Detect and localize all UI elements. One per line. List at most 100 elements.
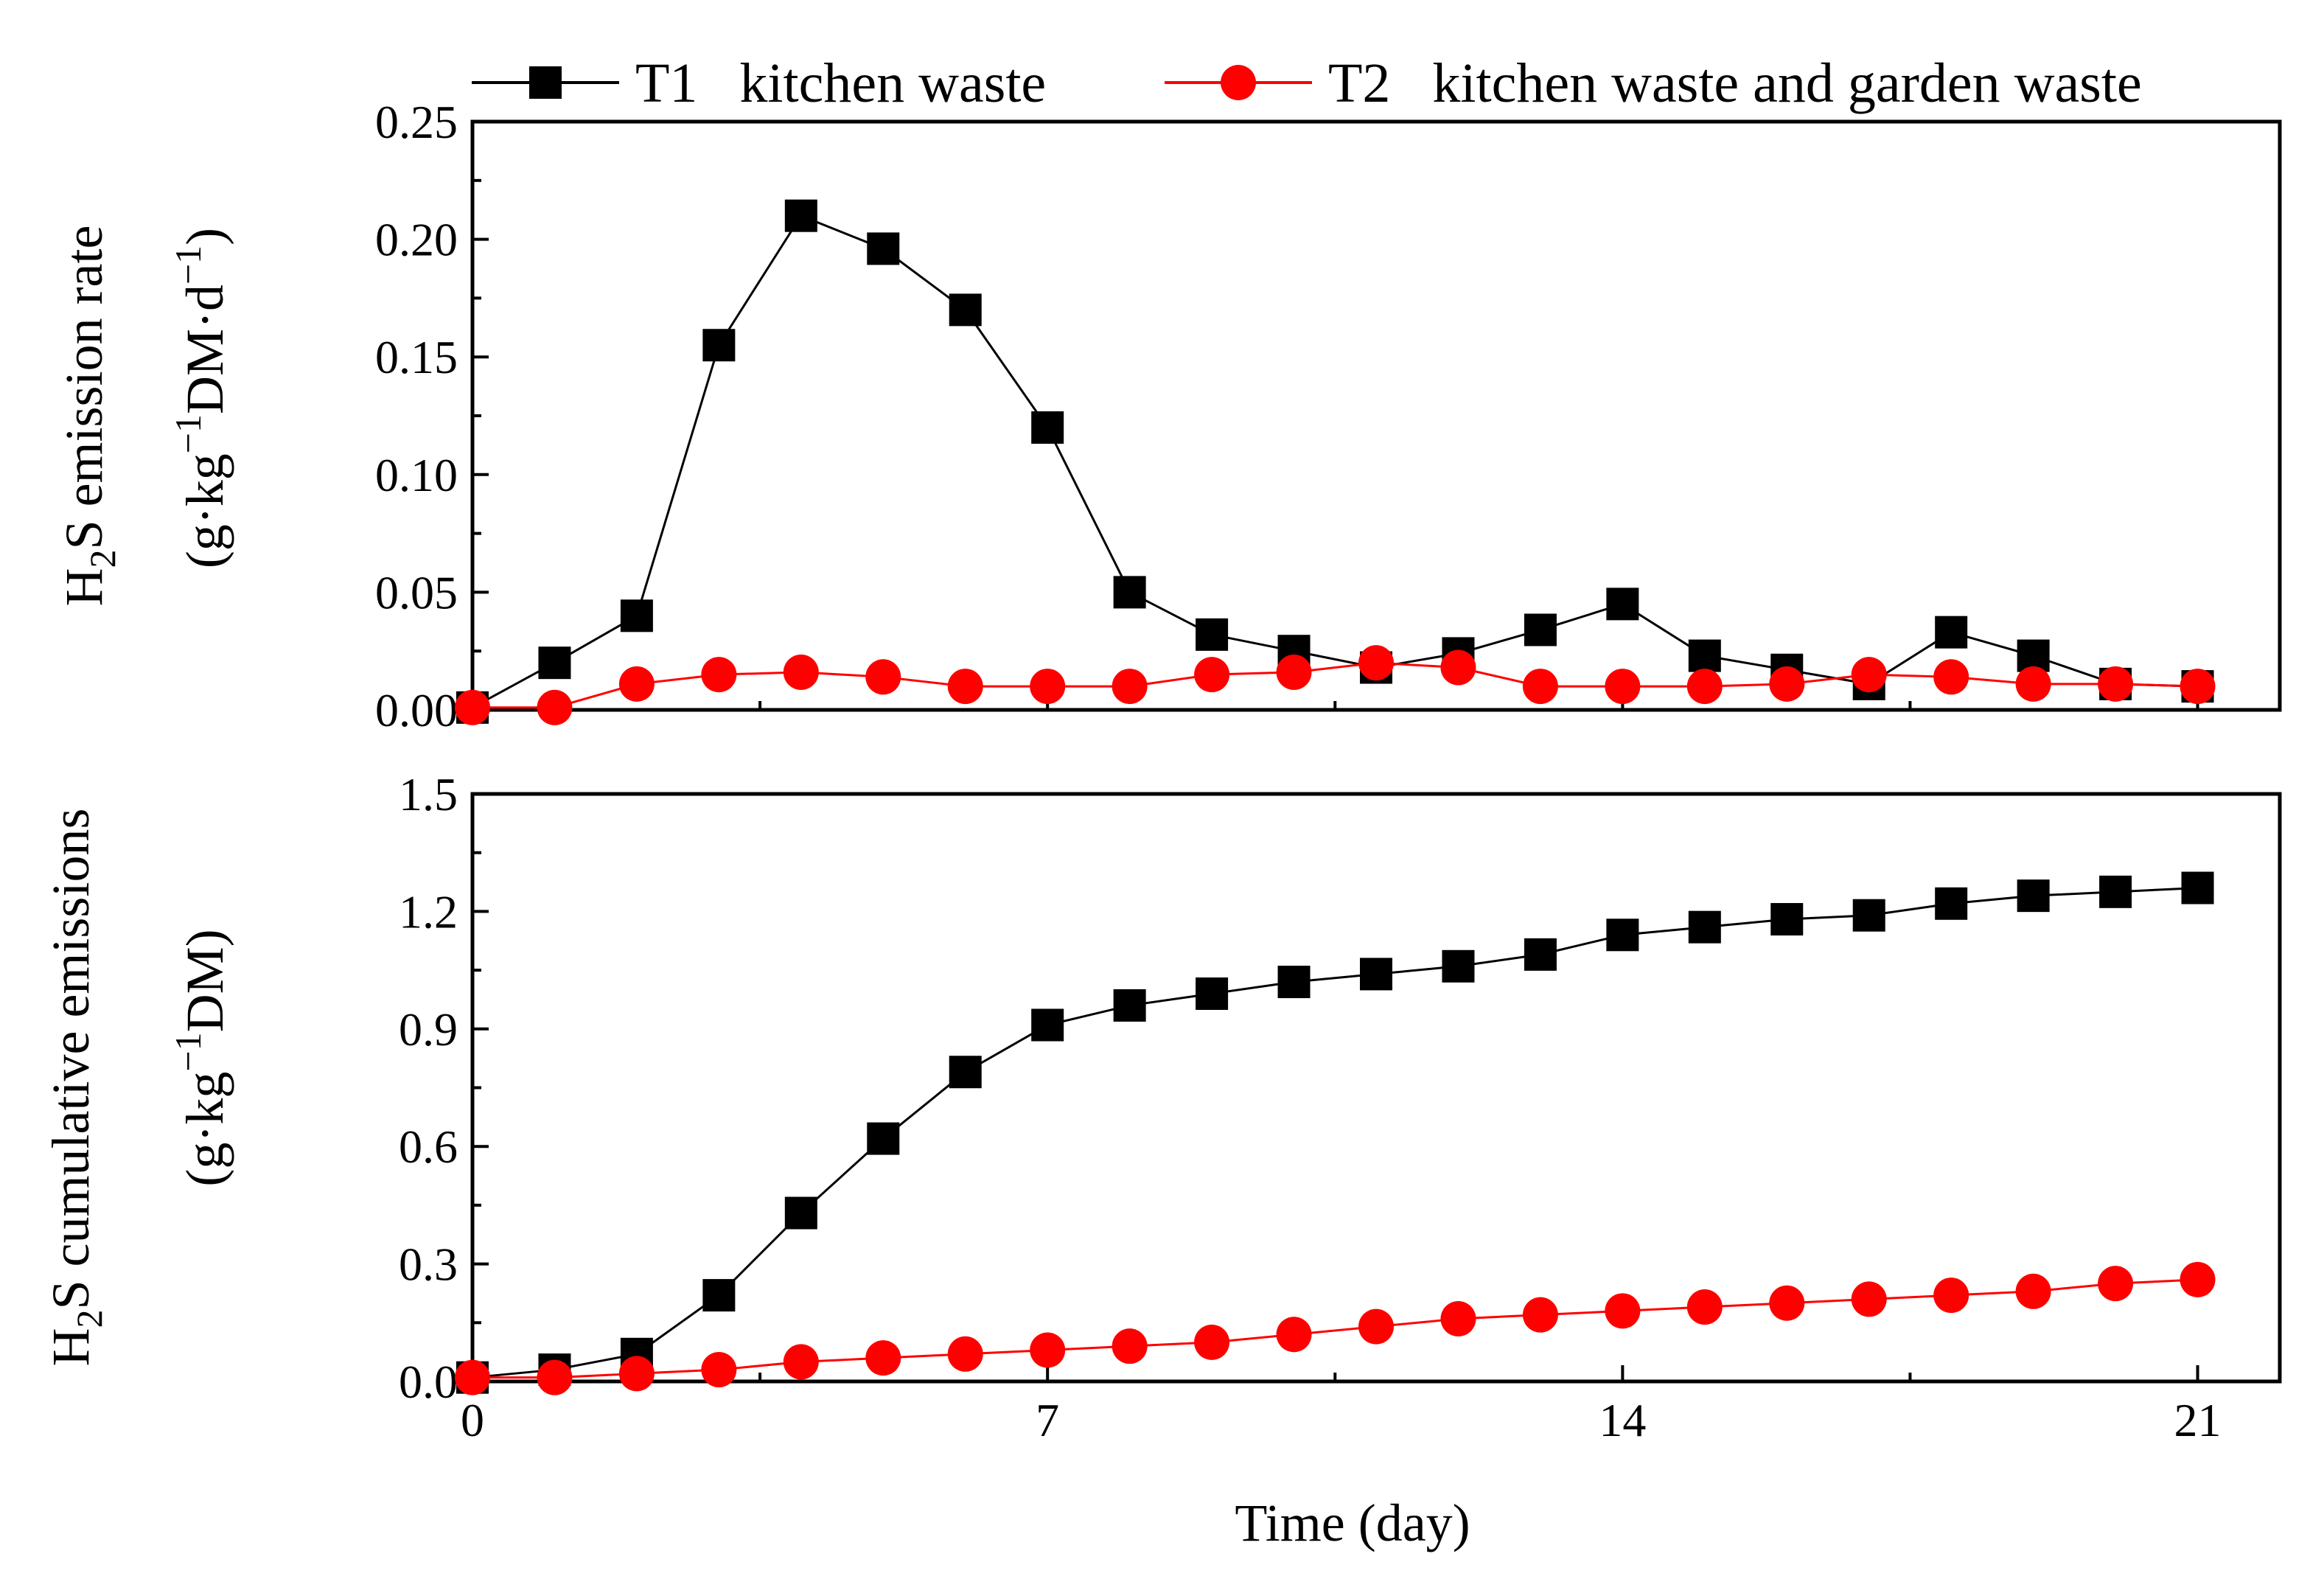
x-ticks-cumulative: 0 7 14 21	[461, 1365, 2222, 1446]
x-axis-title: Time (day)	[1235, 1493, 1470, 1552]
data-point-t2	[947, 669, 983, 705]
data-point-t2	[1112, 1328, 1148, 1364]
y-tick-label: 0.3	[399, 1238, 458, 1291]
x-tick-label: 0	[461, 1394, 484, 1446]
legend-item-t2: T2 kitchen waste and garden waste	[1165, 52, 2142, 114]
data-point-t2	[1769, 666, 1805, 702]
data-point-t1	[1524, 938, 1557, 971]
data-point-t2	[1112, 669, 1148, 705]
data-point-t1	[1606, 588, 1639, 621]
y-tick-label: 0.6	[399, 1120, 458, 1173]
y-tick-label: 0.10	[375, 449, 458, 501]
y-tick-label: 0.05	[375, 566, 458, 618]
data-point-t2	[2015, 1273, 2051, 1309]
y-tick-label: 0.15	[375, 331, 458, 383]
data-point-t1	[1196, 977, 1229, 1010]
data-point-t2	[1358, 645, 1394, 681]
data-point-t2	[2180, 669, 2216, 705]
data-point-t1	[1442, 949, 1475, 983]
data-point-t2	[1686, 1289, 1723, 1325]
legend-t1-label: T1 kitchen waste	[635, 52, 1046, 114]
data-point-t1	[702, 329, 736, 362]
panel-cumulative-emissions: 0.0 0.3 0.6 0.9 1.2 1.5 0 7 14 21 H2S cumulative…	[41, 768, 2282, 1446]
legend: T1 kitchen waste T2 kitchen waste and ga…	[472, 52, 2142, 114]
x-tick-label: 7	[1036, 1394, 1059, 1446]
data-point-t1	[1113, 989, 1146, 1022]
data-point-t1	[1031, 1008, 1064, 1042]
y-ticks-cumulative: 0.0 0.3 0.6 0.9 1.2 1.5	[399, 768, 489, 1408]
data-point-t2	[1522, 1297, 1558, 1333]
data-point-t1	[1770, 903, 1804, 936]
y-axis-unit-cumulative: (g·kg−1DM)	[167, 929, 234, 1186]
data-point-t2	[865, 1340, 901, 1376]
y-tick-label: 0.9	[399, 1003, 458, 1056]
data-point-t1	[2181, 871, 2214, 904]
data-point-t2	[865, 659, 901, 695]
y-tick-label: 0.00	[375, 684, 458, 736]
data-point-t2	[2098, 1266, 2134, 1302]
data-point-t2	[1605, 669, 1641, 705]
series-line-t1	[472, 887, 2198, 1379]
data-point-t2	[701, 1352, 737, 1388]
data-point-t2	[1933, 659, 1969, 695]
data-point-t1	[1935, 887, 1968, 920]
data-point-t1	[1277, 966, 1311, 999]
data-point-t1	[784, 1196, 817, 1230]
data-point-t2	[1358, 1308, 1394, 1345]
data-point-t2	[783, 654, 819, 690]
y-axis-title-emission-rate: H2S emission rate	[55, 226, 123, 607]
data-point-t2	[2015, 666, 2051, 702]
series-line-t2	[472, 1278, 2198, 1379]
data-point-t2	[701, 657, 737, 693]
data-point-t2	[1440, 1300, 1476, 1336]
data-point-t1	[867, 232, 900, 265]
data-point-t2	[947, 1336, 983, 1372]
data-point-t2	[2098, 666, 2134, 702]
data-point-t2	[1686, 669, 1723, 705]
data-point-t1	[702, 1279, 736, 1312]
data-point-t1	[1113, 576, 1146, 609]
legend-item-t1: T1 kitchen waste	[472, 52, 1046, 114]
data-point-t2	[1605, 1293, 1641, 1329]
data-point-t2	[537, 1359, 573, 1395]
series-cumulative	[455, 871, 2216, 1395]
data-point-t2	[455, 1359, 490, 1395]
data-point-t2	[1933, 1278, 1969, 1314]
series-line-t2	[472, 661, 2198, 709]
data-point-t1	[538, 646, 571, 680]
series-emission-rate	[455, 199, 2216, 725]
data-point-t2	[1522, 669, 1558, 705]
y-tick-label: 1.2	[399, 885, 458, 938]
y-tick-label: 1.5	[399, 768, 458, 820]
y-tick-label: 0.25	[375, 96, 458, 148]
data-point-t1	[949, 1056, 982, 1089]
y-axis-title-cumulative: H2S cumulative emissions	[41, 809, 110, 1367]
data-point-t1	[1196, 618, 1229, 651]
data-point-t2	[783, 1344, 819, 1380]
data-point-t1	[949, 293, 982, 327]
data-point-t2	[1030, 669, 1066, 705]
data-point-t2	[1440, 649, 1476, 686]
data-point-t2	[1851, 657, 1887, 693]
data-point-t1	[1852, 899, 1885, 932]
data-point-t1	[2099, 875, 2132, 908]
data-point-t2	[455, 689, 490, 725]
x-tick-label: 21	[2174, 1394, 2222, 1446]
data-point-t2	[1276, 654, 1312, 690]
data-point-t1	[2017, 879, 2050, 913]
data-point-t1	[784, 199, 817, 232]
y-tick-label: 0.0	[399, 1356, 458, 1408]
data-point-t1	[1031, 411, 1064, 444]
plot-frame-emission-rate	[470, 119, 2282, 712]
data-point-t2	[1194, 657, 1230, 693]
y-tick-label: 0.20	[375, 214, 458, 266]
data-point-t1	[620, 599, 653, 632]
data-point-t2	[1194, 1324, 1230, 1360]
data-point-t2	[1769, 1285, 1805, 1321]
legend-t2-marker	[1221, 65, 1256, 100]
data-point-t2	[1030, 1332, 1066, 1368]
data-point-t1	[1935, 616, 1968, 649]
data-point-t1	[1360, 958, 1392, 991]
data-point-t2	[2180, 1261, 2216, 1297]
